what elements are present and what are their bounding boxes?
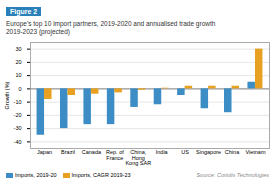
svg-text:Vietnam: Vietnam	[245, 150, 265, 156]
svg-text:-30: -30	[14, 126, 22, 132]
svg-text:Japan: Japan	[37, 150, 52, 156]
svg-text:0: 0	[18, 86, 21, 92]
svg-text:Canada: Canada	[82, 150, 102, 156]
svg-text:10: 10	[15, 73, 21, 79]
svg-text:-20: -20	[14, 112, 22, 118]
svg-text:20: 20	[15, 59, 21, 65]
svg-text:Singapore: Singapore	[196, 150, 221, 156]
html-text:Imports, 2019-20: Imports, 2019-20	[15, 172, 57, 179]
svg-text:Growth (%): Growth (%)	[4, 82, 10, 110]
html-text:Figure 2: Figure 2	[10, 8, 38, 15]
svg-text:-10: -10	[14, 99, 22, 105]
svg-text:30: 30	[15, 46, 21, 52]
svg-text:-40: -40	[14, 139, 22, 145]
svg-text:China,HongKong SAR: China,HongKong SAR	[125, 150, 151, 167]
svg-text:China: China	[225, 150, 240, 156]
svg-text:India: India	[156, 150, 169, 156]
svg-text:Brazil: Brazil	[61, 150, 75, 156]
html-text:Europe's top 10 import partner: Europe's top 10 import partners, 2019-20…	[6, 20, 216, 36]
html-text:Imports, CAGR 2019-23: Imports, CAGR 2019-23	[71, 172, 131, 179]
html-text:Source: Coriolis Technologies: Source: Coriolis Technologies	[196, 172, 269, 179]
svg-text:US: US	[181, 150, 189, 156]
svg-text:Rep. ofFrance: Rep. ofFrance	[106, 150, 124, 162]
